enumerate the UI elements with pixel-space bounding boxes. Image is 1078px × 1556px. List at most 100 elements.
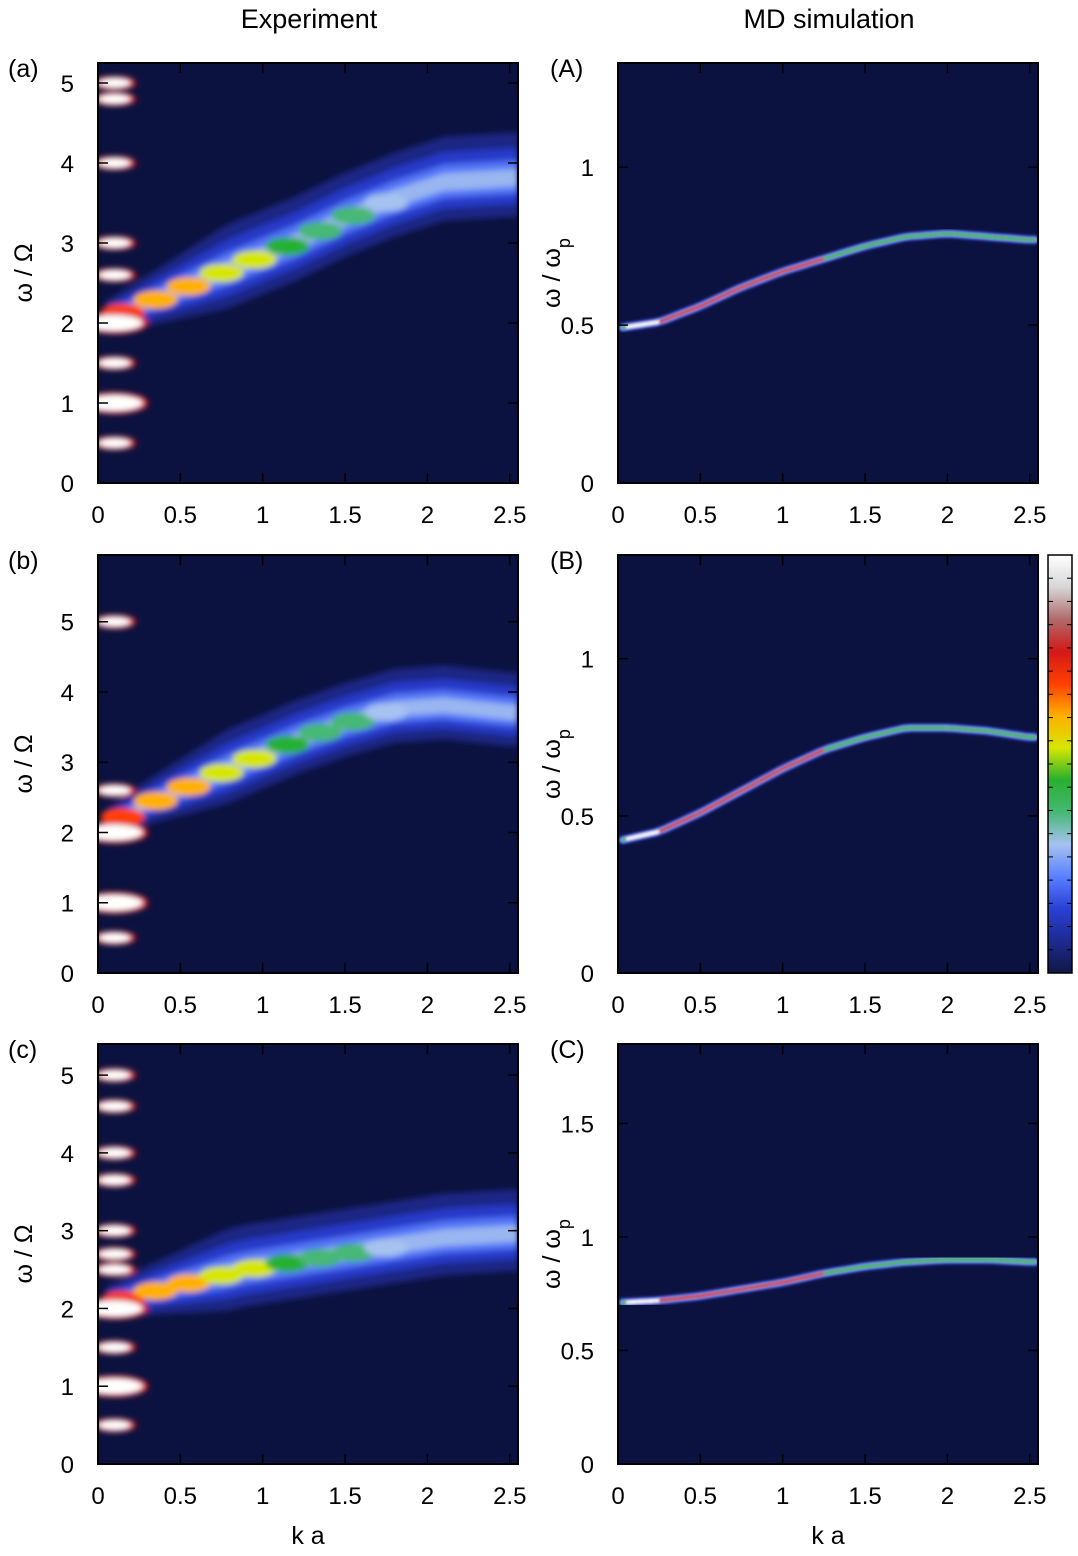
ridge-spot: [199, 264, 244, 282]
y-tick-label: 5: [61, 610, 74, 637]
panel-label: (b): [8, 547, 39, 575]
x-tick-label: 0: [91, 992, 104, 1019]
x-tick-label: 1: [256, 1483, 269, 1510]
y-axis-label: ω / Ω: [10, 734, 38, 793]
panel-label: (A): [550, 55, 583, 83]
y-axis-label: ω / Ω: [10, 1224, 38, 1283]
harmonic-spot-core: [98, 1147, 131, 1158]
y-tick-label: 0.5: [561, 804, 594, 831]
y-tick-label: 1: [581, 155, 594, 182]
ridge-spot: [298, 222, 343, 240]
x-tick-label: 2.5: [1013, 502, 1046, 529]
y-tick-label: 0.5: [561, 313, 594, 340]
x-tick-label: 0.5: [684, 502, 717, 529]
y-axis-label: ω / ωp: [538, 1219, 574, 1289]
ridge-spot: [133, 1281, 178, 1300]
plot-background: [618, 1044, 1038, 1464]
harmonic-spot-core: [98, 358, 131, 368]
y-tick-label: 1: [581, 647, 594, 674]
y-tick-label: 5: [61, 71, 74, 98]
y-tick-label: 2: [61, 820, 74, 847]
x-tick-label: 0: [91, 1483, 104, 1510]
y-tick-label: 1: [581, 1225, 594, 1252]
x-tick-label: 2: [421, 1483, 434, 1510]
harmonic-spot-core: [98, 1264, 131, 1275]
x-tick-label: 0: [91, 502, 104, 529]
harmonic-spot-core: [98, 932, 131, 943]
heatmap-panel-4: 0 0.5 1 1.5 2 2.5 0 0.5 1 (B) ω / ωp: [538, 547, 1046, 1019]
y-tick-label: 0: [581, 961, 594, 988]
plot-frame: [617, 1043, 1039, 1465]
harmonic-spot-core: [98, 315, 143, 331]
panel-label: (C): [550, 1036, 585, 1064]
y-tick-label: 0.5: [561, 1338, 594, 1365]
x-tick-label: 0: [611, 502, 624, 529]
x-tick-label: 0.5: [684, 1483, 717, 1510]
dispersion-core-start: [626, 1299, 660, 1304]
ridge-spot: [133, 290, 178, 309]
heatmap-panel-1: 0 0.5 1 1.5 2 2.5 0 1 2 3 4 5 (a) ω / Ω: [8, 55, 526, 529]
ridge-spot: [298, 1248, 343, 1267]
x-tick-label: 2.5: [493, 992, 526, 1019]
y-tick-label: 1: [61, 891, 74, 918]
ridge-spot: [199, 763, 244, 782]
x-tick-label: 0.5: [684, 992, 717, 1019]
x-tick-label: 2: [941, 502, 954, 529]
ridge-spot: [265, 1254, 310, 1273]
x-tick-label: 0: [611, 1483, 624, 1510]
harmonic-spot-core: [98, 238, 131, 248]
y-tick-label: 4: [61, 151, 74, 178]
panel-label: (B): [550, 547, 583, 575]
harmonic-spot-core: [98, 1249, 131, 1259]
harmonic-spot-core: [98, 894, 143, 911]
y-axis-label: ω / Ω: [10, 243, 38, 302]
ridge-spot: [166, 277, 211, 296]
y-tick-label: 3: [61, 750, 74, 777]
harmonic-spot-core: [98, 158, 131, 168]
x-tick-label: 1: [256, 502, 269, 529]
y-tick-label: 5: [61, 1063, 74, 1090]
ridge-spot: [265, 237, 310, 256]
dispersion-core-start: [625, 320, 660, 329]
x-axis-label: k a: [291, 1522, 324, 1550]
y-tick-label: 3: [61, 231, 74, 258]
ridge-spot: [232, 1259, 277, 1278]
ridge-spot: [331, 712, 376, 731]
plot-background: [618, 555, 1038, 973]
colorbar: [1047, 554, 1073, 974]
heatmap-panel-2: 0 0.5 1 1.5 2 2.5 0 0.5 1 (A) ω / ωp: [538, 55, 1046, 529]
x-tick-label: 2: [421, 992, 434, 1019]
x-tick-label: 1.5: [328, 502, 361, 529]
harmonic-spot-core: [98, 1378, 143, 1395]
harmonic-spot-core: [98, 1101, 131, 1112]
y-tick-label: 1: [61, 1374, 74, 1401]
plot-frame: [97, 1043, 519, 1465]
ridge-spot: [364, 702, 409, 721]
y-axis-label: ω / ωp: [538, 729, 574, 799]
x-axis-label: k a: [811, 1522, 844, 1550]
ridge-spot: [364, 1238, 409, 1257]
y-tick-label: 0: [61, 471, 74, 498]
y-tick-label: 4: [61, 680, 74, 707]
harmonic-spot-core: [98, 1225, 131, 1236]
ridge-spot: [298, 723, 343, 742]
harmonic-spot-core: [98, 78, 131, 88]
colorbar-frame: [1047, 554, 1073, 974]
heatmap-panel-3: 0 0.5 1 1.5 2 2.5 0 1 2 3 4 5 (b) ω / Ω: [8, 547, 526, 1019]
x-tick-label: 1: [256, 992, 269, 1019]
ridge-spot: [364, 193, 409, 212]
plot-frame: [617, 62, 1039, 484]
harmonic-spot-core: [98, 395, 143, 411]
ridge-halo: [106, 697, 518, 829]
plot-background: [618, 63, 1038, 483]
panel-label: (a): [8, 55, 39, 83]
y-tick-label: 2: [61, 311, 74, 338]
ridge-spot: [166, 1274, 211, 1293]
harmonic-spot-core: [98, 616, 131, 627]
harmonic-spot-core: [98, 1420, 131, 1431]
x-tick-label: 2.5: [493, 1483, 526, 1510]
ridge-halo: [106, 1225, 518, 1308]
y-tick-label: 0: [581, 471, 594, 498]
panel-label: (c): [8, 1036, 37, 1064]
